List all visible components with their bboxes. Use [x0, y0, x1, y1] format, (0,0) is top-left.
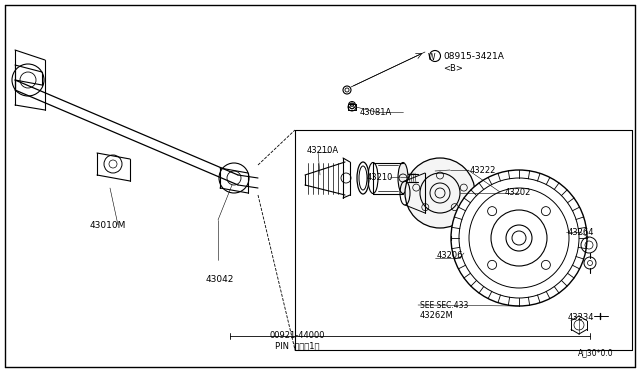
Text: 00921-44000: 00921-44000 [269, 331, 324, 340]
Text: 43264: 43264 [568, 228, 595, 237]
Text: 08915-3421A: 08915-3421A [443, 51, 504, 61]
Text: 43010M: 43010M [90, 221, 126, 230]
Text: 43081A: 43081A [360, 108, 392, 116]
Text: PIN  ピン（1）: PIN ピン（1） [275, 341, 319, 350]
Text: 43202: 43202 [505, 187, 531, 196]
Text: 43262M: 43262M [420, 311, 454, 320]
Circle shape [451, 170, 587, 306]
Ellipse shape [398, 163, 408, 193]
Circle shape [506, 225, 532, 251]
Circle shape [405, 158, 475, 228]
Text: 43222: 43222 [470, 166, 497, 174]
Text: 43042: 43042 [206, 275, 234, 283]
Circle shape [488, 206, 497, 216]
Text: 43206: 43206 [437, 251, 463, 260]
Text: 43210: 43210 [367, 173, 394, 182]
Text: SEE SEC.433: SEE SEC.433 [420, 301, 468, 310]
Text: 43210A: 43210A [307, 145, 339, 154]
Circle shape [541, 206, 550, 216]
Circle shape [488, 260, 497, 269]
Text: W: W [428, 52, 436, 61]
Text: 43234: 43234 [568, 314, 595, 323]
Text: <B>: <B> [443, 64, 463, 73]
Circle shape [541, 260, 550, 269]
Text: A：30*0.0: A：30*0.0 [578, 349, 614, 357]
